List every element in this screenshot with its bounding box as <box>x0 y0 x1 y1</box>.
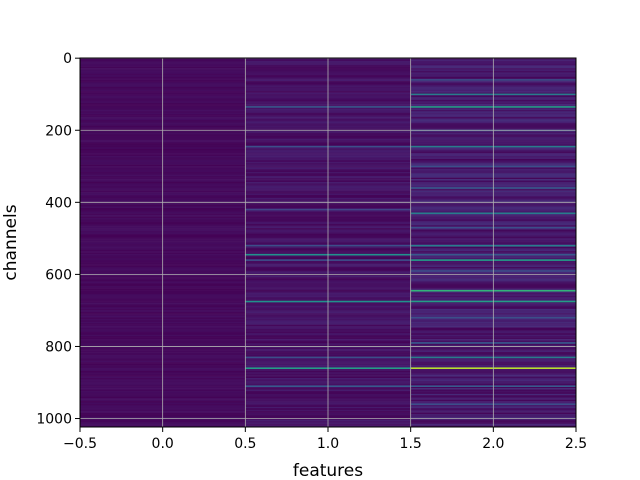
y-tick-label: 400 <box>45 195 72 211</box>
x-tick-label: 0.5 <box>234 436 256 452</box>
y-tick-label: 1000 <box>36 412 72 428</box>
y-tick-label: 200 <box>45 123 72 139</box>
x-tick-label: 2.0 <box>482 436 504 452</box>
x-axis: −0.5 0.0 0.5 1.0 1.5 2.0 2.5 <box>63 427 587 452</box>
y-axis: 0 200 400 600 800 1000 <box>36 51 80 428</box>
x-tick-label: 1.5 <box>400 436 422 452</box>
x-tick-label: 0.0 <box>152 436 174 452</box>
y-tick-label: 0 <box>63 51 72 67</box>
y-tick-label: 800 <box>45 339 72 355</box>
y-tick-label: 600 <box>45 267 72 283</box>
y-axis-label: channels <box>1 204 21 280</box>
x-tick-label: −0.5 <box>63 436 97 452</box>
x-tick-label: 2.5 <box>565 436 587 452</box>
x-tick-label: 1.0 <box>317 436 339 452</box>
x-axis-label: features <box>293 461 363 480</box>
